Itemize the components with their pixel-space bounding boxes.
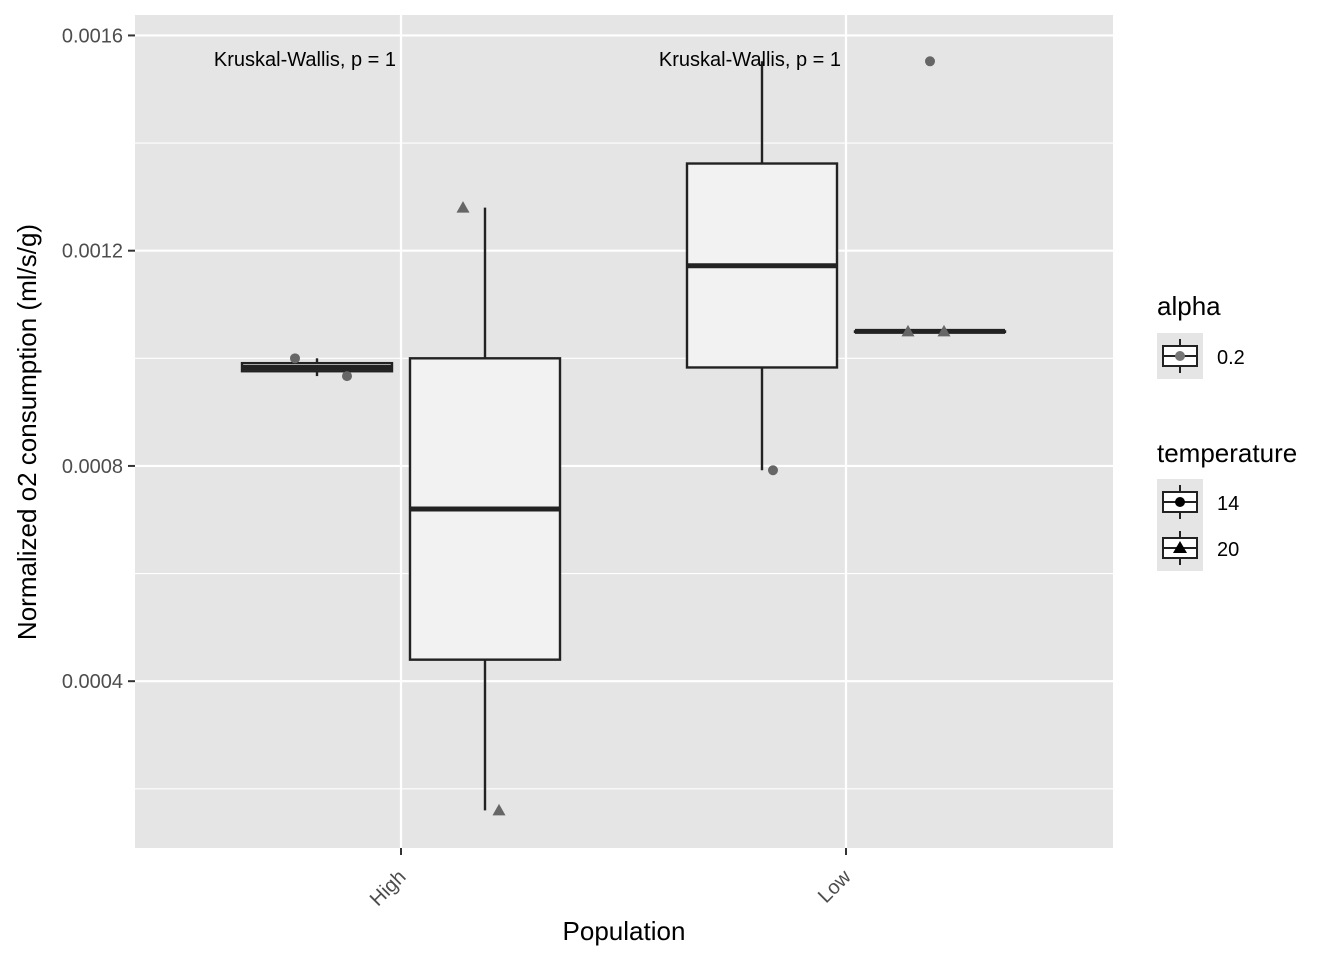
legend-label-temperature-14: 14: [1217, 493, 1239, 515]
point-high-14: [342, 371, 352, 382]
legend-key-alpha-0.2: [1157, 333, 1203, 379]
box-high-14: [240, 358, 394, 377]
gridlines: [135, 15, 1113, 848]
y-tick-label: 0.0012: [62, 241, 123, 263]
legend-key-point-circle: [1175, 351, 1185, 361]
legend-key-temperature-20: [1157, 525, 1203, 571]
plot-panel: [135, 15, 1113, 848]
legend-label-temperature-20: 20: [1217, 539, 1239, 561]
box-low-14: [685, 61, 839, 471]
x-tick-label: Low: [814, 866, 856, 908]
point-low-14: [768, 465, 778, 476]
y-tick-label: 0.0008: [62, 456, 123, 478]
point-high-20: [456, 201, 470, 213]
points: [290, 56, 951, 816]
x-axis-title: Population: [563, 916, 686, 946]
box-low-20: [853, 328, 1007, 334]
annotation-kruskal-wallis: Kruskal-Wallis, p = 1: [214, 49, 396, 71]
y-tick-label: 0.0016: [62, 25, 123, 47]
legend-label-alpha-0: 0.2: [1217, 347, 1245, 369]
y-axis-title: Normalized o2 consumption (ml/s/g): [12, 224, 42, 640]
point-low-14: [925, 56, 935, 67]
point-high-20: [492, 803, 506, 816]
legend-key-temperature-14: [1157, 479, 1203, 525]
annotations: Kruskal-Wallis, p = 1 Kruskal-Wallis, p =…: [214, 49, 841, 71]
x-tick-label: High: [366, 866, 411, 911]
y-tick-label: 0.0004: [62, 671, 123, 693]
point-low-20: [937, 324, 951, 337]
legend: alpha temperature 0.2 14 20: [1157, 291, 1297, 571]
legend-title-alpha: alpha: [1157, 291, 1221, 321]
boxes: [240, 61, 1007, 811]
legend-key-point-circle: [1175, 497, 1185, 507]
point-high-14: [290, 353, 300, 364]
annotation-kruskal-wallis: Kruskal-Wallis, p = 1: [659, 49, 841, 71]
legend-key-point-triangle: [1173, 541, 1187, 553]
point-low-20: [901, 324, 915, 337]
legend-title-temperature: temperature: [1157, 438, 1297, 468]
box-high-20: [408, 207, 562, 811]
